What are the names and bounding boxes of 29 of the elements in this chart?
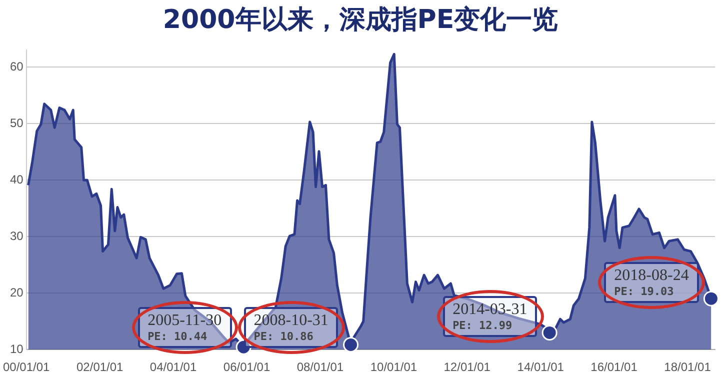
y-tick-label: 10	[10, 342, 24, 356]
tooltip-box: 2008-10-31 PE: 10.86	[244, 306, 338, 348]
x-tick-label: 02/01/01	[76, 360, 124, 374]
point	[703, 290, 719, 306]
x-tick-label: 12/01/01	[444, 360, 491, 374]
annotation: 2014-03-31 PE: 12.99	[452, 300, 528, 332]
y-tick-label: 30	[10, 228, 24, 243]
annotation: 2005-11-30 PE: 10.44	[148, 312, 222, 343]
tooltip-box: 2014-03-31 PE: 12.99	[442, 296, 538, 337]
annotation: 2018-08-24 PE: 19.03	[614, 266, 689, 298]
x-tick-label: 06/01/01	[223, 360, 270, 374]
y-tick-label: 60	[10, 59, 24, 74]
point	[236, 339, 252, 355]
chart-title: 2000年以来，深成指PE变化一览	[162, 4, 560, 37]
x-tick-label: 16/01/01	[590, 360, 638, 374]
tooltip-box: 2005-11-30 PE: 10.44	[138, 306, 232, 348]
y-tick-label: 20	[10, 285, 24, 300]
annotation: 2008-10-31 PE: 10.86	[254, 312, 328, 343]
x-tick-label: 14/01/01	[517, 360, 564, 374]
x-tick-label: 10/01/01	[370, 360, 418, 374]
x-tick-label: 08/01/01	[296, 360, 344, 374]
point	[542, 324, 558, 340]
x-tick-label: 00/01/01	[2, 360, 50, 374]
y-tick-label: 40	[10, 172, 24, 186]
x-tick-label: 04/01/01	[150, 360, 197, 374]
point	[343, 336, 359, 352]
x-tick-label: 18/01/01	[664, 360, 712, 374]
y-tick-label: 50	[10, 116, 24, 130]
tooltip-box: 2018-08-24 PE: 19.03	[604, 262, 699, 303]
